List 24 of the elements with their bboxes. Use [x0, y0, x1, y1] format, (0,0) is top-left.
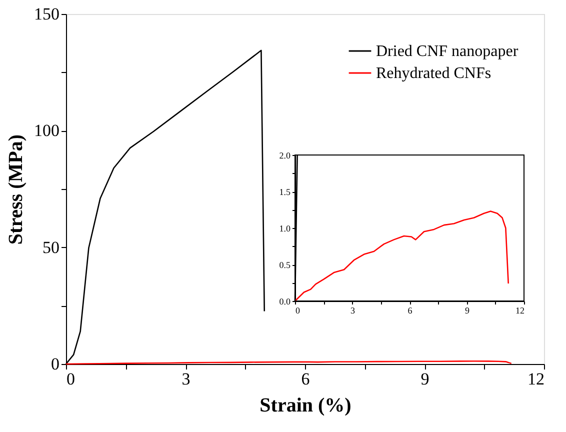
y-tick-label: 1.0	[279, 224, 291, 234]
y-tick-label: 1.5	[279, 187, 291, 197]
x-tick-label: 9	[420, 370, 430, 388]
line-series	[294, 210, 509, 302]
legend-label: Rehydrated CNFs	[376, 65, 492, 82]
y-tick-label: 0.5	[279, 260, 291, 270]
x-tick-label: 3	[350, 306, 356, 316]
y-tick-label: 100	[34, 121, 60, 140]
x-tick-label: 6	[301, 370, 310, 388]
x-tick-label: 3	[182, 370, 190, 388]
y-axis-title: Stress (MPa)	[5, 134, 27, 245]
x-tick-label: 12	[528, 370, 544, 388]
y-tick-label: 0.0	[279, 296, 291, 306]
y-tick-label: 150	[34, 4, 60, 24]
legend-label: Dried CNF nanopaper	[376, 43, 519, 60]
x-tick-label: 0	[296, 306, 300, 316]
x-tick-label: 6	[408, 306, 413, 316]
x-axis-title: Strain (%)	[260, 394, 352, 416]
y-tick-label: 2.0	[279, 150, 291, 160]
y-tick-label: 50	[42, 238, 60, 257]
x-tick-label: 9	[465, 306, 470, 316]
x-tick-label: 12	[516, 306, 524, 316]
y-tick-label: 0	[51, 354, 60, 374]
x-tick-label: 0	[66, 370, 75, 388]
